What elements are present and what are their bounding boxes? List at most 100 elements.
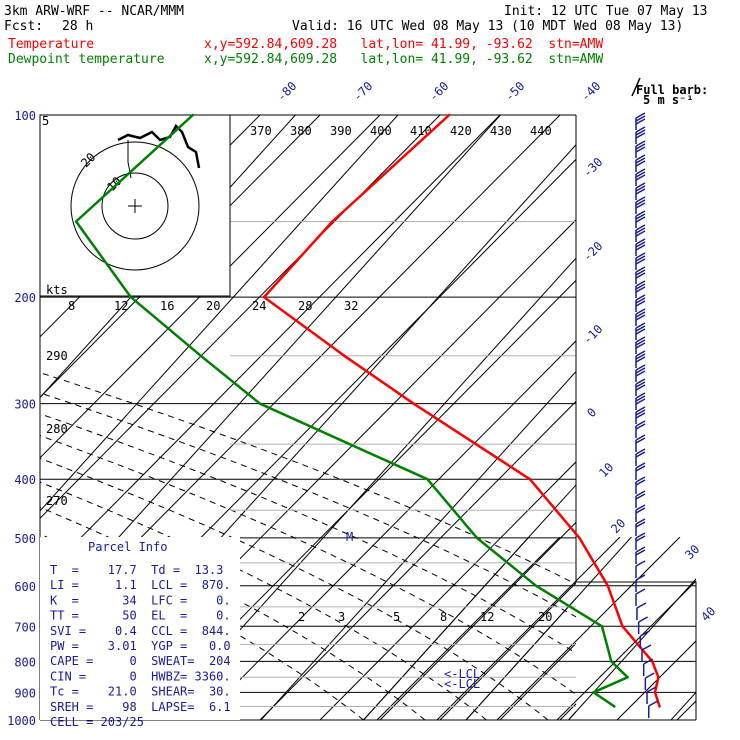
temperature-point-150 (331, 220, 334, 223)
isotherm-label--70: -70 (350, 79, 375, 104)
pressure-label-800: 800 (14, 655, 36, 669)
dry-adiabat (199, 340, 576, 720)
wind-barb-flag (635, 339, 646, 346)
wind-barb-flag (635, 448, 646, 455)
wind-barb-flag (635, 258, 646, 265)
wind-barb-flag (635, 336, 646, 343)
barb-legend-sample (631, 77, 641, 97)
wind-barb-flag (635, 588, 646, 595)
dewpoint-point-800 (610, 660, 613, 663)
forecast-label: Fcst: (4, 19, 44, 34)
dewpoint-point-100 (191, 113, 195, 117)
wind-barb-flag (635, 479, 646, 486)
wind-barb-flag (635, 238, 646, 245)
wind-barb-flag (635, 574, 646, 581)
wind-barb-flag (635, 146, 646, 153)
wind-barb-flag (635, 314, 646, 321)
hodograph-inset: 20 10 5 (39, 114, 231, 297)
wind-barb-flag (635, 392, 646, 399)
wind-barb-flag (635, 168, 646, 175)
theta-e-label-430: 430 (490, 124, 512, 138)
dry-adiabat (40, 115, 381, 459)
temperature-point-600 (606, 584, 610, 587)
wind-barb-flag (635, 412, 646, 419)
dewpoint-point-950 (613, 705, 616, 708)
moist-adiabat (40, 481, 487, 720)
parcel-info-row: Tc = 21.0 SHEAR= 30. (50, 685, 231, 699)
wind-barb-flag (635, 490, 646, 497)
wind-barb-flag (648, 700, 659, 707)
wind-barb-flag (635, 213, 646, 220)
wind-scale-value-12: 12 (114, 299, 128, 313)
lcl-annotation-lower: <-LCL (444, 677, 480, 691)
wind-barb-flag (638, 616, 649, 623)
pressure-label-100: 100 (14, 109, 36, 123)
left-theta-label-270: 270 (46, 494, 68, 508)
wind-barb-flag (635, 157, 646, 164)
wind-barb-flag (635, 381, 646, 388)
pressure-label-900: 900 (14, 686, 36, 700)
temperature-point-200 (262, 295, 266, 299)
isotherm--60 (40, 115, 399, 512)
theta-e-label-410: 410 (410, 124, 432, 138)
wind-barb-flag (635, 126, 646, 133)
parcel-info-row: PW = 3.01 YGP = 0.0 (50, 639, 231, 653)
dewpoint-point-400 (426, 478, 429, 481)
wind-barb-flag (635, 255, 646, 262)
isotherm-ext (363, 537, 530, 720)
temperature-point-800 (651, 660, 654, 663)
wind-barb-flag (635, 143, 646, 150)
barb-legend-title: Full barb: (636, 83, 708, 97)
wind-barb-flag (635, 210, 646, 217)
dewpoint-point-600 (534, 584, 538, 587)
init-time: Init: 12 UTC Tue 07 May 13 (504, 4, 708, 19)
temperature-point-100 (447, 113, 451, 117)
wind-barb-flag (635, 356, 646, 363)
left-theta-labels: 290 280 270 (46, 349, 68, 508)
wind-barb-flag (635, 420, 646, 427)
lcl-annotation-upper: <-LCL (444, 667, 480, 681)
wind-barb-flag (635, 308, 646, 315)
theta-e-label-380: 380 (290, 124, 312, 138)
wind-barb-flag (635, 398, 646, 405)
wind-barbs (635, 112, 659, 718)
dry-adiabat (259, 400, 576, 720)
lower-extension-lines (363, 537, 696, 720)
dewpoint-point-900 (592, 691, 595, 694)
forecast-hour: 28 h (62, 19, 94, 34)
theta-e-labels: 370 380 390 400 410 420 430 440 (250, 124, 552, 138)
parcel-info-row: T = 17.7 Td = 13.3 (50, 563, 223, 577)
theta-e-label-370: 370 (250, 124, 272, 138)
pressure-label-400: 400 (14, 473, 36, 487)
intermediate-isobars (230, 221, 576, 708)
wind-barb-flag (635, 367, 646, 374)
dry-adiabat (379, 521, 576, 720)
parcel-info-row: LI = 1.1 LCL = 870. (50, 578, 231, 592)
wind-barb-flag (635, 230, 646, 237)
dewpoint-point-500 (475, 536, 479, 540)
wind-scale-value-16: 16 (160, 299, 174, 313)
pressure-labels: 100 200 300 400 500 600 700 800 900 1000 (7, 109, 36, 728)
parcel-info-row: K = 34 LFC = 0. (50, 593, 231, 607)
pressure-label-500: 500 (14, 532, 36, 546)
pressure-label-600: 600 (14, 580, 36, 594)
wind-barb-flag (635, 202, 646, 209)
dry-adiabat-ext (376, 537, 561, 720)
parcel-info-panel: Parcel Info T = 17.7 Td = 13.3LI = 1.1 L… (40, 537, 240, 729)
wind-barb-flag (635, 112, 646, 119)
parcel-info-title: Parcel Info (88, 540, 167, 554)
wind-barb-flag (641, 644, 652, 651)
wind-barb-flag (635, 434, 646, 441)
temperature-point-900 (653, 691, 657, 694)
temperature-point-500 (578, 536, 581, 540)
wind-barb-flag (635, 182, 646, 189)
dry-adiabat-ext (556, 580, 696, 720)
wind-barb-flag (635, 549, 646, 556)
wind-barb-flag (635, 532, 646, 539)
wind-barb-flag (635, 493, 646, 500)
wind-barb-flag (635, 227, 646, 234)
wind-barb-flag (635, 423, 646, 430)
pressure-label-300: 300 (14, 398, 36, 412)
dry-adiabat (40, 115, 501, 580)
